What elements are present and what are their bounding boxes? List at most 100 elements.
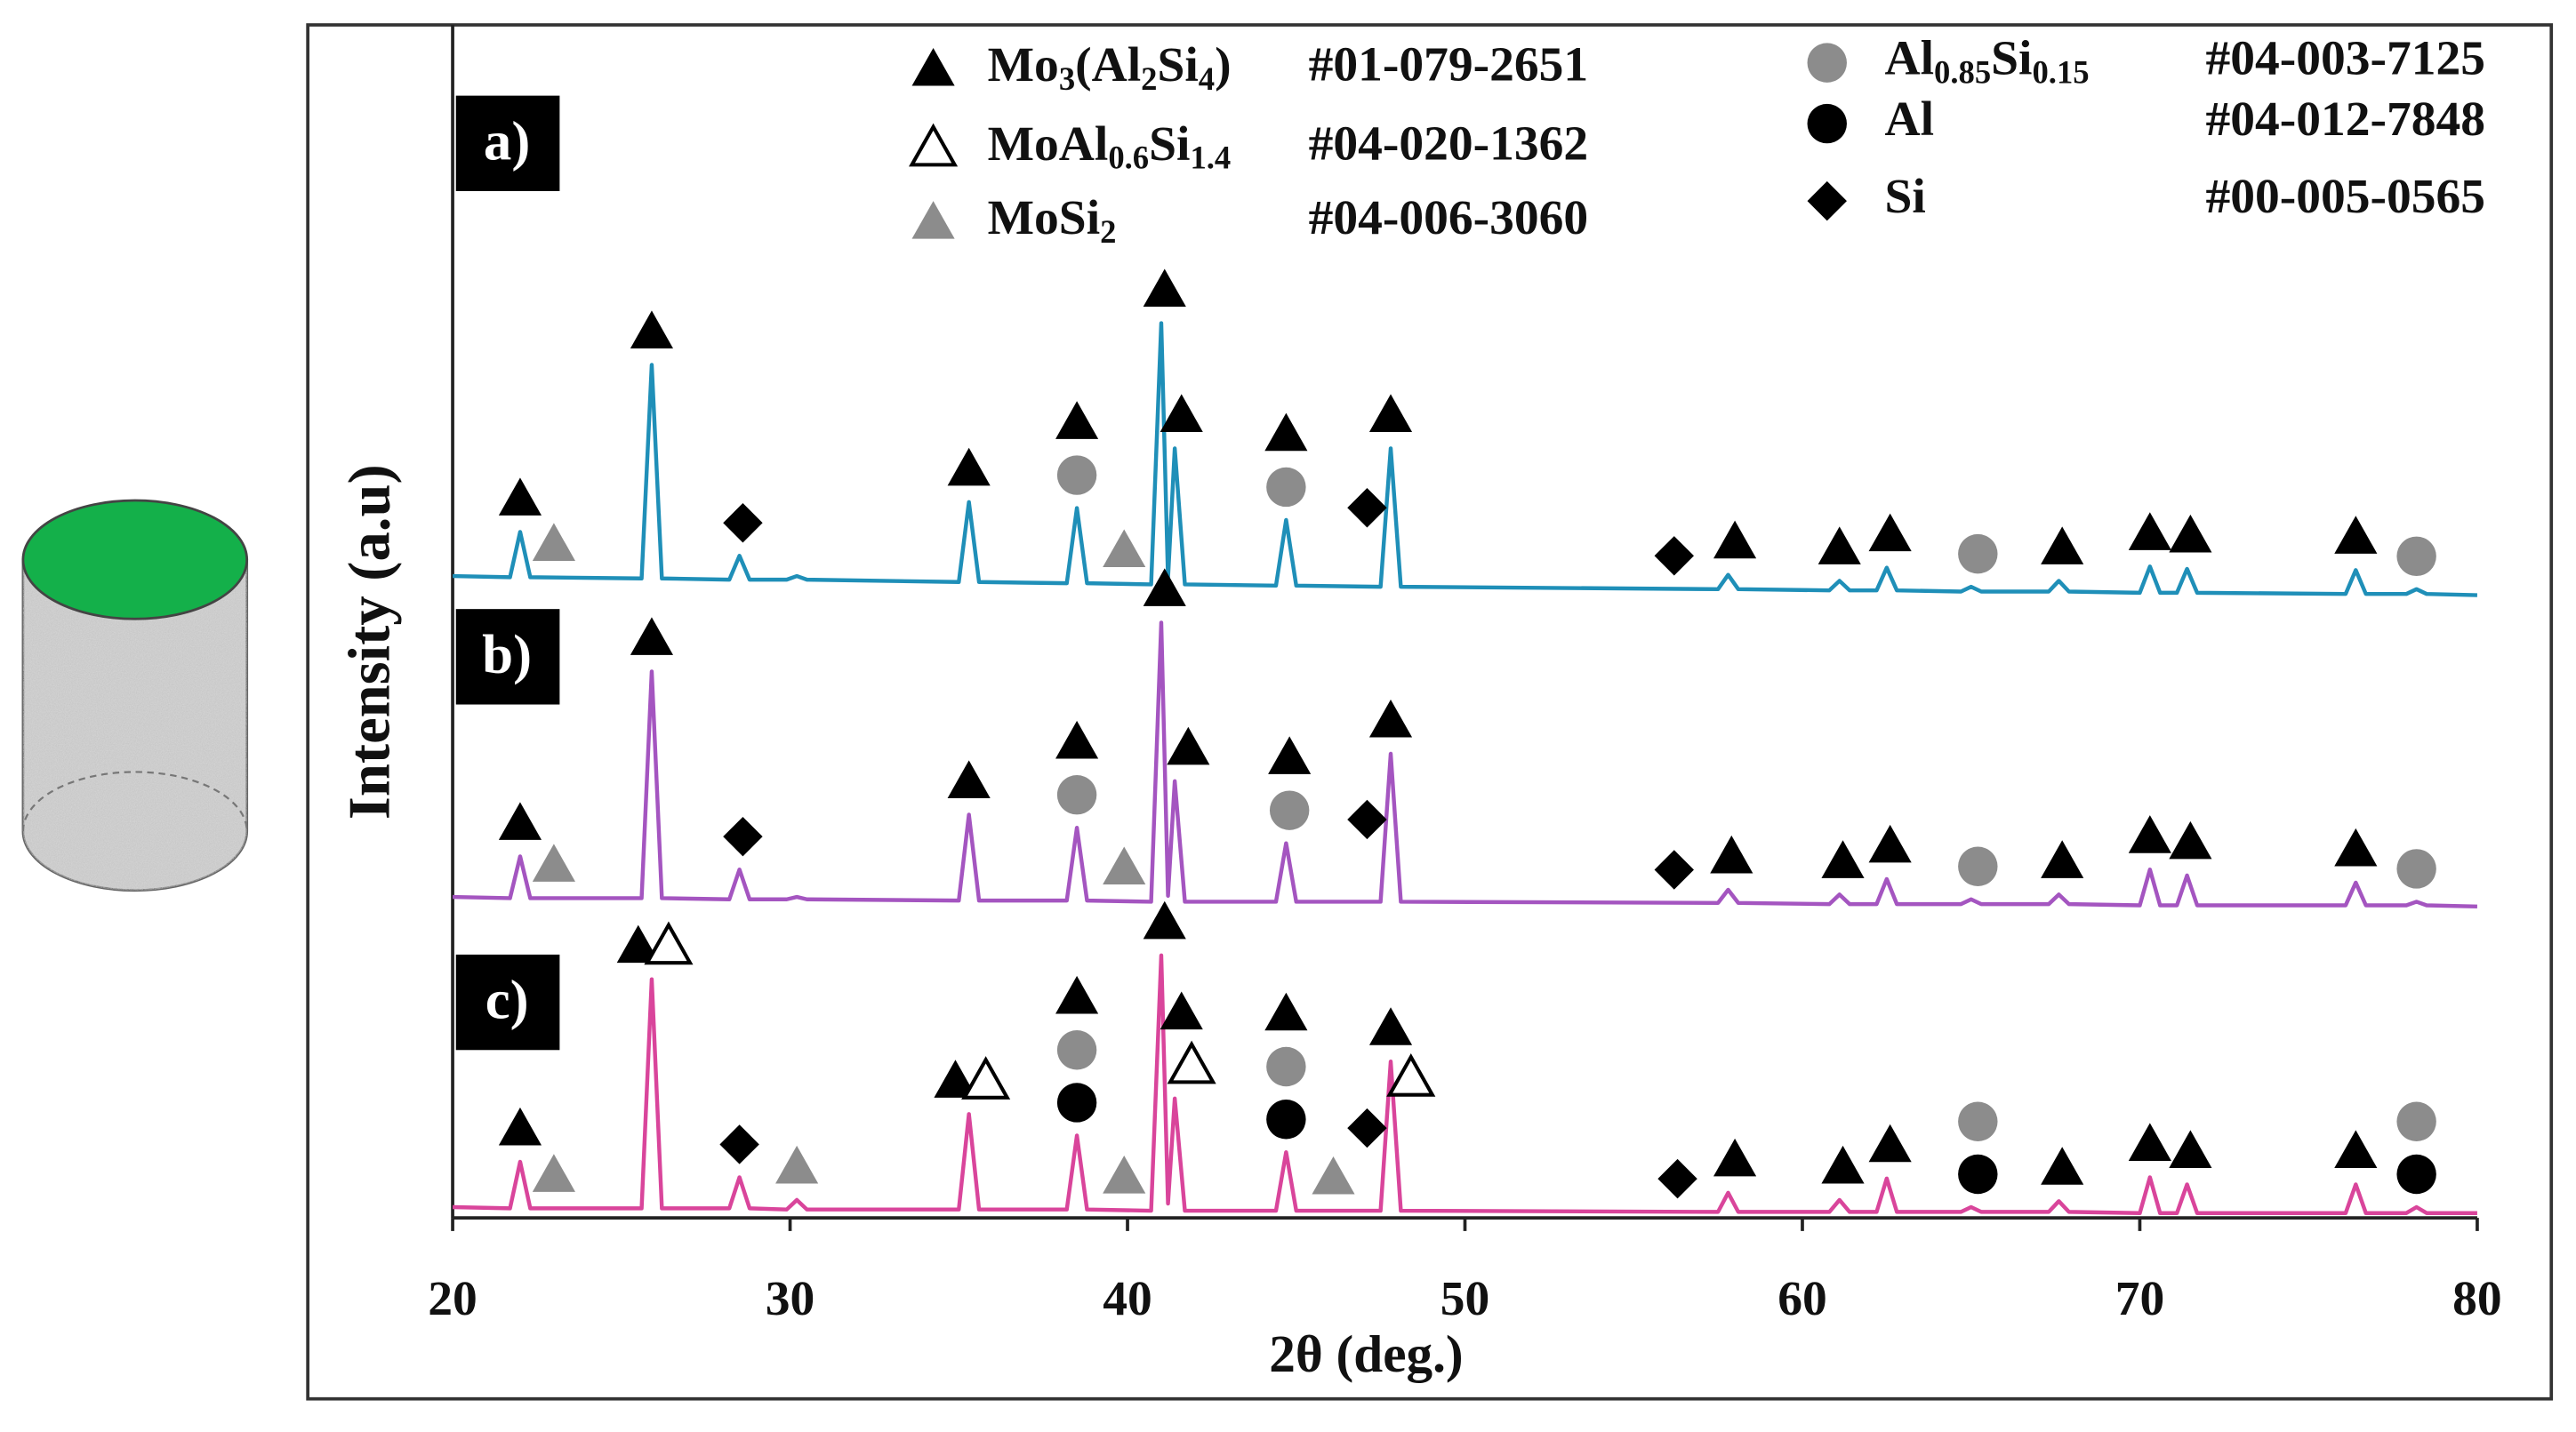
- phase-marker: [719, 1124, 759, 1164]
- phase-marker: [1654, 536, 1694, 576]
- phase-marker: [1056, 455, 1097, 495]
- phase-marker: [498, 477, 542, 516]
- phase-marker: [1958, 1101, 1998, 1141]
- phase-marker: [1055, 720, 1099, 759]
- phase-marker: [723, 503, 763, 543]
- phase-marker: [2334, 828, 2378, 867]
- figure-frame: [306, 23, 2554, 1401]
- xrd-pattern: [453, 321, 2477, 597]
- phase-marker: [1958, 533, 1998, 574]
- phase-marker: [2396, 849, 2436, 889]
- phase-marker: [1143, 568, 1186, 606]
- phase-marker: [532, 1154, 575, 1192]
- phase-marker: [1312, 1156, 1355, 1195]
- x-tick-label: 20: [428, 1272, 477, 1326]
- phase-marker: [1868, 513, 1912, 552]
- legend-name: Si: [1885, 170, 1926, 224]
- phase-marker: [1264, 412, 1308, 452]
- legend-code: #04-006-3060: [1309, 191, 1589, 245]
- phase-marker: [1958, 846, 1998, 886]
- phase-marker: [1143, 268, 1186, 308]
- phase-marker: [1821, 1145, 1865, 1184]
- phase-marker: [1103, 529, 1146, 568]
- legend-name: MoSi2: [988, 191, 1117, 250]
- phase-marker: [947, 760, 991, 798]
- phase-marker: [2128, 815, 2171, 853]
- xrd-pattern: [453, 620, 2477, 909]
- phase-marker: [1868, 1124, 1912, 1163]
- phase-marker: [1103, 1156, 1146, 1194]
- panel-label: c): [486, 969, 529, 1031]
- xrd-pattern: [453, 953, 2477, 1215]
- phase-marker: [2169, 1130, 2212, 1169]
- phase-marker: [1103, 846, 1146, 885]
- x-tick-label: 80: [2452, 1272, 2502, 1326]
- x-tick-label: 30: [766, 1272, 815, 1326]
- phase-marker: [498, 1107, 542, 1146]
- legend-marker: [911, 201, 955, 239]
- legend-marker: [1807, 103, 1847, 144]
- x-tick-label: 40: [1103, 1272, 1152, 1326]
- phase-marker: [1347, 799, 1387, 840]
- legend-code: #04-003-7125: [2205, 31, 2485, 85]
- panel-label-box: [455, 95, 560, 191]
- legend-code: #00-005-0565: [2205, 170, 2485, 224]
- phase-marker: [532, 523, 575, 561]
- legend-marker: [909, 123, 959, 167]
- phase-marker: [1160, 394, 1203, 432]
- phase-marker: [1264, 992, 1308, 1031]
- phase-marker: [723, 816, 763, 857]
- legend-name: Al0.85Si0.15: [1885, 31, 2090, 90]
- phase-marker: [1055, 401, 1099, 439]
- phase-marker: [1368, 394, 1413, 432]
- phase-marker: [2041, 840, 2084, 878]
- legend-name: Al: [1885, 92, 1935, 147]
- phase-marker: [1818, 526, 1861, 564]
- phase-marker: [2396, 536, 2436, 577]
- phase-marker: [1056, 775, 1097, 815]
- phase-marker: [2334, 1130, 2378, 1169]
- y-axis-label: Intensity (a.u): [337, 464, 402, 820]
- phase-marker: [630, 617, 674, 655]
- legend-code: #01-079-2651: [1309, 38, 1589, 92]
- phase-marker: [1347, 1108, 1387, 1148]
- x-axis-label: 2θ (deg.): [1269, 1324, 1463, 1383]
- panel-label: b): [482, 623, 532, 685]
- phase-marker: [1266, 467, 1306, 508]
- phase-marker: [1368, 1007, 1413, 1045]
- panel-label-box: [455, 609, 560, 705]
- phase-marker: [775, 1145, 819, 1184]
- phase-marker: [1657, 1158, 1697, 1199]
- legend-marker: [911, 47, 955, 86]
- phase-marker: [498, 802, 542, 840]
- phase-marker: [1055, 975, 1099, 1014]
- legend-name: Mo3(Al2Si4): [988, 38, 1232, 97]
- phase-marker: [934, 1060, 977, 1098]
- phase-marker: [1347, 488, 1387, 528]
- legend-marker: [1807, 180, 1847, 221]
- phase-marker: [1143, 900, 1186, 940]
- sample-cylinder: [21, 499, 249, 892]
- legend-marker: [1807, 43, 1847, 83]
- phase-marker: [1958, 1154, 1998, 1195]
- phase-marker: [2041, 1147, 2084, 1185]
- phase-marker: [616, 924, 660, 964]
- phase-marker: [2041, 526, 2084, 564]
- phase-marker: [1266, 1100, 1306, 1140]
- phase-marker: [2169, 514, 2212, 553]
- phase-marker: [1268, 736, 1312, 774]
- phase-marker: [1056, 1030, 1097, 1070]
- phase-marker: [1167, 1040, 1216, 1084]
- phase-marker: [1654, 850, 1694, 890]
- phase-marker: [961, 1056, 1011, 1100]
- phase-marker: [2396, 1101, 2436, 1141]
- phase-marker: [1160, 991, 1203, 1030]
- phase-marker: [644, 921, 694, 965]
- panel-label: a): [484, 109, 530, 172]
- phase-marker: [1368, 699, 1413, 738]
- phase-marker: [1167, 726, 1210, 765]
- phase-marker: [1713, 1138, 1757, 1177]
- legend-name: MoAl0.6Si1.4: [988, 117, 1232, 176]
